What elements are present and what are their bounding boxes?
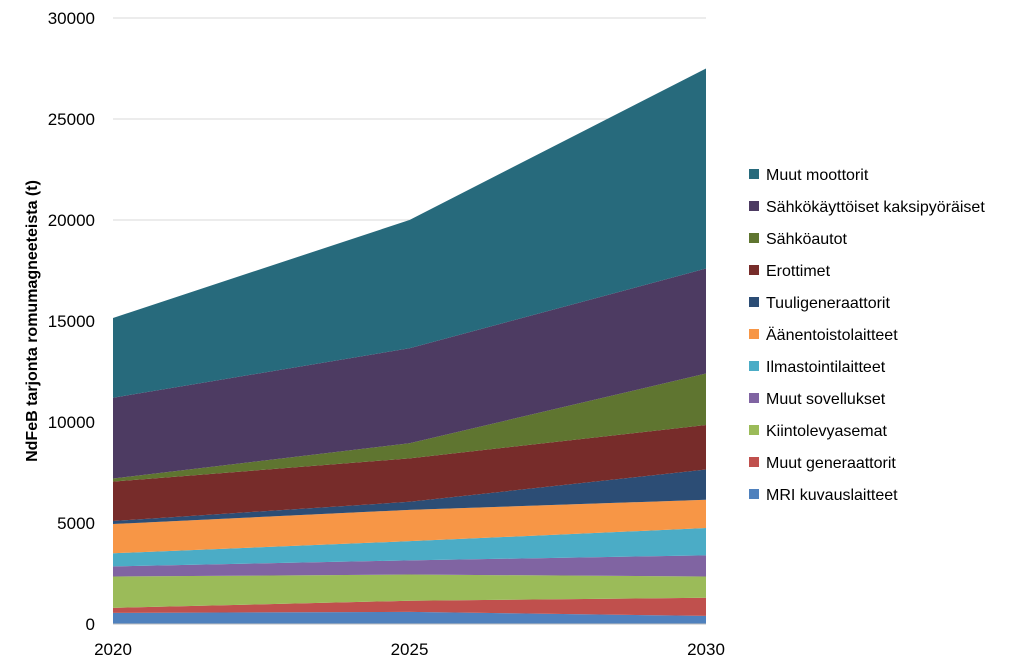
legend-item: Äänentoistolaitteet (749, 326, 898, 344)
area-mri-kuvauslaitteet (113, 611, 706, 624)
y-tick-label: 30000 (48, 9, 95, 28)
legend-swatch (749, 361, 759, 371)
legend-item: Kiintolevyasemat (749, 423, 888, 440)
legend-swatch (749, 233, 759, 243)
area-tuuligeneraattorit (113, 469, 706, 525)
y-tick-label: 25000 (48, 110, 95, 129)
legend-item: MRI kuvauslaitteet (749, 487, 898, 504)
legend-label: Erottimet (766, 263, 831, 280)
legend-label: Äänentoistolaitteet (766, 326, 898, 344)
area-sähköautot (113, 373, 706, 482)
y-tick-label: 10000 (48, 413, 95, 432)
legend-label: Ilmastointilaitteet (766, 359, 886, 376)
x-tick-label: 2030 (687, 640, 725, 659)
legend-label: Muut sovellukset (766, 391, 886, 408)
area-kiintolevyasemat (113, 574, 706, 608)
legend-swatch (749, 457, 759, 467)
legend: Muut moottorit Sähkökäyttöiset kaksipyörä… (749, 167, 985, 504)
legend-label: Kiintolevyasemat (766, 423, 888, 440)
legend-item: Sähkökäyttöiset kaksipyöräiset (749, 199, 985, 216)
legend-item: Muut generaattorit (749, 455, 896, 472)
area-series (113, 68, 706, 624)
x-tick-labels: 2020 2025 2030 (94, 640, 725, 659)
legend-label: Tuuligeneraattorit (766, 295, 890, 312)
y-tick-label: 5000 (57, 514, 95, 533)
x-tick-label: 2020 (94, 640, 132, 659)
legend-label: Sähkökäyttöiset kaksipyöräiset (766, 199, 985, 216)
y-tick-labels: 0 5000 10000 15000 20000 25000 30000 (48, 9, 95, 634)
legend-swatch (749, 425, 759, 435)
x-tick-label: 2025 (391, 640, 429, 659)
area-erottimet (113, 425, 706, 521)
legend-item: Erottimet (749, 263, 831, 280)
y-axis-title: NdFeB tarjonta romumagneeteista (t) (24, 180, 41, 462)
legend-label: Muut generaattorit (766, 455, 896, 472)
legend-swatch (749, 489, 759, 499)
legend-item: Ilmastointilaitteet (749, 359, 886, 376)
legend-swatch (749, 297, 759, 307)
legend-swatch (749, 329, 759, 339)
y-tick-label: 0 (86, 615, 95, 634)
area-muut-sovellukset (113, 555, 706, 577)
y-tick-label: 15000 (48, 312, 95, 331)
legend-swatch (749, 169, 759, 179)
legend-label: Sähköautot (766, 231, 848, 248)
area-äänentoistolaitteet (113, 499, 706, 554)
legend-label: Muut moottorit (766, 167, 869, 184)
y-tick-label: 20000 (48, 211, 95, 230)
legend-label: MRI kuvauslaitteet (766, 487, 898, 504)
area-ilmastointilaitteet (113, 528, 706, 567)
legend-item: Muut sovellukset (749, 391, 886, 408)
legend-swatch (749, 201, 759, 211)
legend-item: Sähköautot (749, 231, 848, 248)
area-muut-generaattorit (113, 597, 706, 616)
area-sähkökäyttöiset-kaksipyöräiset (113, 268, 706, 479)
legend-item: Muut moottorit (749, 167, 869, 184)
legend-swatch (749, 265, 759, 275)
legend-item: Tuuligeneraattorit (749, 295, 890, 312)
area-muut-moottorit (113, 68, 706, 398)
legend-swatch (749, 393, 759, 403)
